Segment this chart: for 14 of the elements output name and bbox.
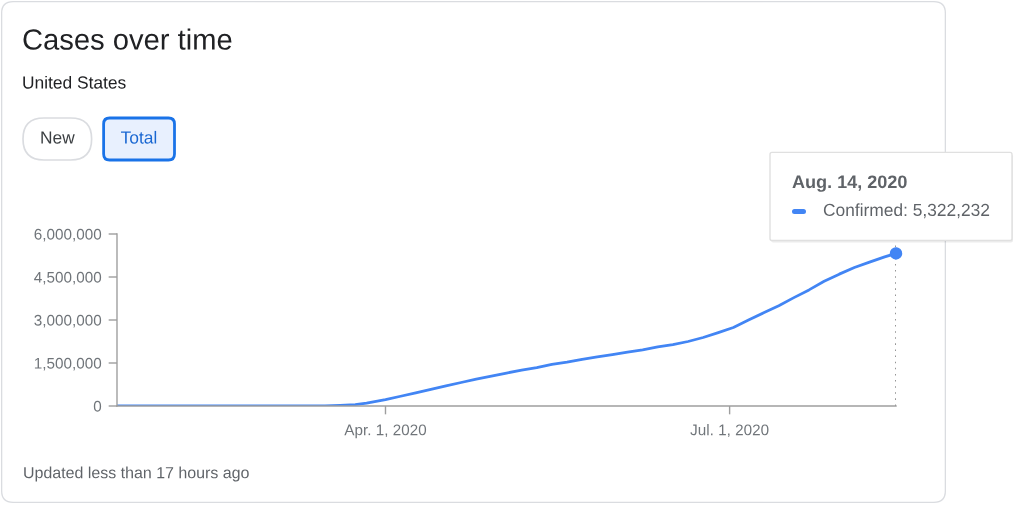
x-tick-label: Apr. 1, 2020 xyxy=(344,424,427,439)
text: Updated less than 17 hours ago xyxy=(24,466,249,482)
chart-title: Cases over time xyxy=(23,28,232,50)
text: New xyxy=(41,131,75,144)
chart-subtitle: United States xyxy=(23,75,126,89)
y-tick-label: 3,000,000 xyxy=(34,314,102,328)
annotation: Confirmed: 5,322,232 xyxy=(823,203,990,219)
text: Aug. 14, 2020 xyxy=(792,175,907,192)
x-tick-label: Jul. 1, 2020 xyxy=(690,424,769,438)
y-tick-label: 6,000,000 xyxy=(34,228,102,242)
y-tick-label: 1,500,000 xyxy=(34,357,102,371)
y-tick-label: 4,500,000 xyxy=(34,271,102,285)
text: Total xyxy=(121,130,157,144)
y-tick-label: 0 xyxy=(93,400,102,412)
